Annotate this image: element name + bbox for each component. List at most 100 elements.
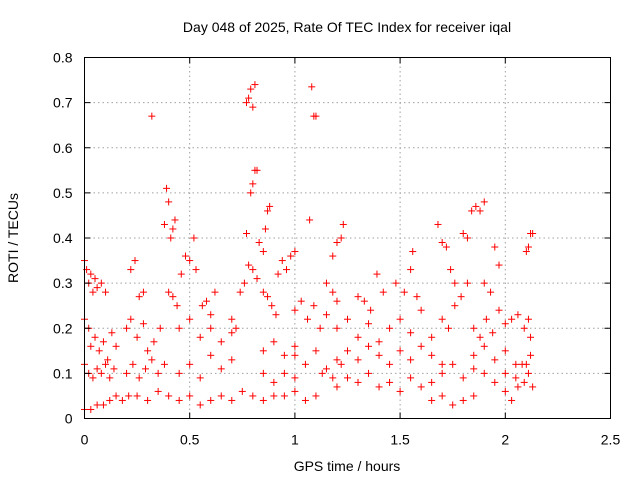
data-point — [459, 396, 467, 404]
data-point — [428, 396, 436, 404]
data-point — [480, 198, 488, 206]
y-tick-label: 0.2 — [53, 320, 73, 336]
y-tick-label: 0.5 — [53, 185, 73, 201]
data-point — [512, 360, 520, 368]
data-point — [316, 324, 324, 332]
data-point — [333, 297, 341, 305]
data-point — [160, 220, 168, 228]
data-point — [169, 225, 177, 233]
data-point — [329, 374, 337, 382]
data-point — [99, 401, 107, 409]
data-point — [165, 288, 173, 296]
x-tick-label: 0.5 — [180, 432, 200, 448]
data-point — [261, 225, 269, 233]
data-point — [438, 360, 446, 368]
data-point — [190, 234, 198, 242]
data-point — [291, 387, 299, 395]
data-point — [270, 392, 278, 400]
data-point — [97, 279, 105, 287]
data-point — [243, 229, 251, 237]
data-point — [163, 184, 171, 192]
data-point — [91, 275, 99, 283]
data-point — [468, 207, 476, 215]
data-point — [301, 396, 309, 404]
data-point — [501, 320, 509, 328]
data-point — [434, 220, 442, 228]
data-point — [93, 401, 101, 409]
data-point — [428, 351, 436, 359]
data-point — [259, 369, 267, 377]
data-point — [407, 374, 415, 382]
data-point — [181, 252, 189, 260]
y-tick-label: 0.3 — [53, 275, 73, 291]
data-point — [339, 220, 347, 228]
data-point — [312, 112, 320, 120]
data-point — [278, 257, 286, 265]
data-point — [253, 166, 261, 174]
data-point — [236, 288, 244, 296]
data-point — [243, 99, 251, 107]
data-point — [123, 369, 131, 377]
data-point — [259, 288, 267, 296]
data-point — [144, 396, 152, 404]
data-point — [318, 369, 326, 377]
data-point — [396, 347, 404, 355]
data-point — [470, 351, 478, 359]
data-point — [470, 365, 478, 373]
data-point — [322, 311, 330, 319]
data-point — [211, 288, 219, 296]
data-point — [438, 369, 446, 377]
data-point — [106, 396, 114, 404]
data-point — [442, 243, 450, 251]
data-point — [160, 360, 168, 368]
data-point — [175, 324, 183, 332]
data-point — [112, 392, 120, 400]
data-point — [171, 216, 179, 224]
data-point — [112, 342, 120, 350]
data-point — [524, 369, 532, 377]
data-point — [102, 288, 110, 296]
data-point — [520, 324, 528, 332]
x-tick-label: 1.5 — [390, 432, 410, 448]
data-point — [451, 302, 459, 310]
data-point — [386, 378, 394, 386]
data-point — [127, 266, 135, 274]
data-point — [240, 279, 248, 287]
data-point — [322, 279, 330, 287]
data-point — [520, 378, 528, 386]
data-point — [489, 329, 497, 337]
grid-lines — [84, 57, 611, 419]
data-point — [249, 103, 257, 111]
data-point — [110, 365, 118, 373]
data-point — [482, 315, 490, 323]
data-point — [386, 360, 394, 368]
data-point — [480, 369, 488, 377]
x-tick-label: 2 — [501, 432, 509, 448]
data-point — [463, 279, 471, 287]
data-point — [495, 261, 503, 269]
data-point — [251, 81, 259, 89]
y-tick-label: 0.8 — [53, 50, 73, 66]
data-point — [522, 248, 530, 256]
data-point — [451, 279, 459, 287]
data-point — [457, 293, 465, 301]
data-point — [177, 270, 185, 278]
data-point — [329, 252, 337, 260]
data-point — [291, 351, 299, 359]
data-point — [148, 356, 156, 364]
data-point — [291, 342, 299, 350]
data-point — [196, 374, 204, 382]
data-point — [365, 342, 373, 350]
data-point — [169, 293, 177, 301]
data-point — [344, 315, 351, 323]
data-point — [133, 333, 141, 341]
data-point — [139, 320, 147, 328]
data-point — [407, 266, 415, 274]
data-point — [354, 293, 362, 301]
data-point — [135, 374, 143, 382]
data-point — [354, 378, 362, 386]
data-point — [272, 311, 280, 319]
data-point — [365, 369, 373, 377]
data-point — [127, 315, 135, 323]
data-point — [123, 324, 131, 332]
